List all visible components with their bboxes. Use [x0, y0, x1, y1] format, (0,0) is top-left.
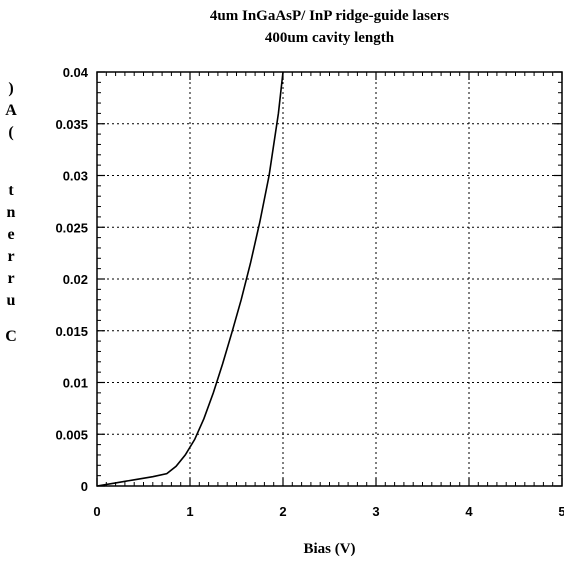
y-tick-label: 0.04 — [63, 65, 89, 80]
chart-subtitle: 400um cavity length — [264, 30, 395, 46]
y-axis-label-char: r — [7, 270, 15, 287]
plot-frame — [96, 71, 563, 487]
y-axis-label-char: ( — [8, 124, 14, 141]
y-tick-label: 0 — [81, 479, 88, 494]
y-tick-label: 0.02 — [63, 272, 88, 287]
y-axis-label-char: ) — [8, 80, 14, 97]
x-tick-label: 3 — [372, 504, 379, 519]
x-tick-label: 2 — [279, 504, 286, 519]
grid-lines — [96, 71, 563, 487]
y-tick-label: 0.015 — [55, 324, 88, 339]
y-tick-label: 0.03 — [63, 169, 88, 184]
y-axis-label-char: n — [6, 204, 16, 221]
chart-title: 4um InGaAsP/ InP ridge-guide lasers — [209, 8, 450, 24]
x-tick-labels: 0 1 2 3 4 5 — [93, 504, 564, 519]
y-tick-label: 0.025 — [55, 220, 88, 235]
y-axis-label-char: C — [5, 328, 17, 345]
y-tick-labels: 0 0.005 0.01 0.015 0.02 0.025 0.03 0.035 0.04 — [55, 65, 88, 494]
x-tick-label: 4 — [465, 504, 473, 519]
y-tick-label: 0.01 — [63, 376, 88, 391]
y-axis-label-char: t — [8, 182, 14, 199]
x-tick-label: 0 — [93, 504, 100, 519]
x-tick-label: 1 — [186, 504, 193, 519]
y-axis-label-char: e — [7, 226, 15, 243]
x-tick-label: 5 — [558, 504, 564, 519]
y-axis-label-char: A — [5, 102, 17, 119]
y-axis-label-char: r — [7, 248, 15, 265]
y-tick-label: 0.035 — [55, 117, 88, 132]
y-axis-label-char: u — [6, 292, 16, 309]
y-tick-label: 0.005 — [55, 427, 88, 442]
x-axis-label: Bias (V) — [303, 541, 356, 557]
series-line — [96, 71, 284, 487]
